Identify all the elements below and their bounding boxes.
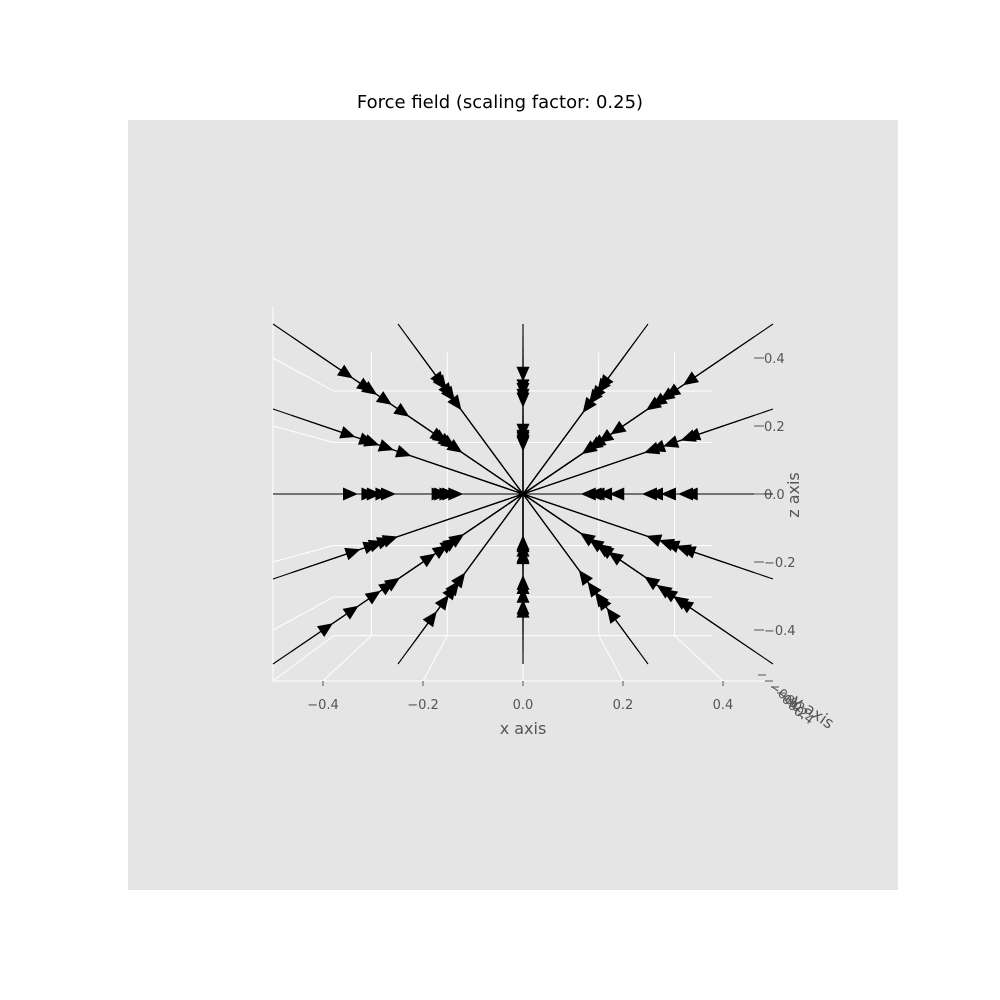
vector-arrowhead — [383, 577, 401, 592]
chart-title: Force field (scaling factor: 0.25) — [356, 92, 644, 113]
vector-arrowhead — [683, 371, 700, 386]
vector-arrowhead — [680, 429, 697, 442]
vector-arrowhead — [419, 553, 436, 568]
vector-arrowhead — [344, 547, 361, 561]
vector-arrowhead — [610, 420, 627, 435]
wall-grid-line — [272, 545, 334, 563]
vector-arrowhead — [644, 576, 661, 591]
vector-arrowhead — [656, 584, 673, 599]
vector-arrowhead — [516, 547, 530, 563]
axes-background — [128, 120, 898, 890]
vector-shaft — [522, 493, 649, 665]
x-tick-label: 0.4 — [713, 698, 734, 713]
vector-shaft — [397, 408, 524, 495]
vector-arrowhead — [440, 434, 457, 449]
vector-arrowhead — [645, 396, 663, 411]
vector-arrowhead — [431, 545, 448, 559]
vector-arrowhead — [595, 543, 612, 558]
vector-arrowhead — [432, 374, 447, 391]
z-tick-label: 0.4 — [764, 352, 785, 367]
floor-grid-line — [422, 635, 448, 682]
x-tick-label: −0.4 — [307, 698, 339, 713]
vector-arrowhead — [678, 487, 693, 501]
x-axis-label: x axis — [500, 719, 547, 738]
x-tick-label: −0.2 — [407, 698, 439, 713]
vector-arrowhead — [364, 590, 381, 605]
vector-shaft — [522, 408, 774, 495]
floor-grid-line — [322, 635, 372, 682]
vector-shaft — [522, 323, 649, 495]
vector-shaft — [272, 408, 524, 495]
vector-arrowhead — [343, 487, 358, 501]
x-tick-label: 0.2 — [613, 698, 634, 713]
vector-arrowhead — [675, 544, 692, 557]
vector-arrowhead — [659, 387, 676, 402]
vector-arrowhead — [431, 429, 448, 443]
vector-shaft — [397, 493, 524, 580]
z-axis-label: z axis — [784, 472, 803, 518]
vector-arrowhead — [606, 607, 621, 624]
arrow-layer — [272, 323, 774, 665]
vector-arrowhead — [587, 436, 604, 451]
vector-arrowhead — [598, 429, 615, 443]
wall-grid-line — [272, 425, 334, 443]
vector-shaft — [272, 493, 524, 580]
vector-arrowhead — [673, 596, 690, 610]
z-tick-label: 0.2 — [764, 420, 785, 435]
vector-arrowhead — [316, 623, 333, 638]
vector-arrowhead — [608, 551, 625, 566]
vector-shaft — [522, 493, 774, 665]
vector-arrowhead — [375, 391, 392, 405]
x-tick-label: 0.0 — [513, 698, 534, 713]
vector-arrowhead — [434, 487, 450, 501]
vector-shaft — [397, 323, 524, 495]
vector-arrowhead — [393, 402, 410, 417]
floor-grid-line — [598, 635, 624, 682]
wall-grid-line — [272, 596, 334, 631]
z-tick-label: −0.2 — [764, 556, 796, 571]
vector-arrowhead — [579, 532, 596, 547]
vector-arrowhead — [516, 366, 530, 382]
vector-shaft — [397, 493, 524, 665]
wall-grid-line — [272, 357, 334, 392]
z-tick-label: −0.4 — [764, 624, 796, 639]
vector-arrowhead — [422, 611, 437, 628]
vector-arrowhead — [339, 426, 356, 439]
z-tick-label: 0.0 — [764, 488, 785, 503]
pane-edge — [272, 635, 334, 682]
vector-arrowhead — [596, 377, 611, 394]
vector-arrowhead — [516, 599, 530, 615]
floor-grid-line — [674, 635, 724, 682]
vector-arrowhead — [442, 537, 459, 552]
vector-shaft — [522, 493, 774, 580]
vector-arrowhead — [336, 364, 353, 379]
vector-shaft — [522, 323, 774, 495]
vector-arrowhead — [342, 605, 359, 620]
vector-arrowhead — [361, 381, 378, 395]
vector-arrowhead — [588, 538, 605, 553]
